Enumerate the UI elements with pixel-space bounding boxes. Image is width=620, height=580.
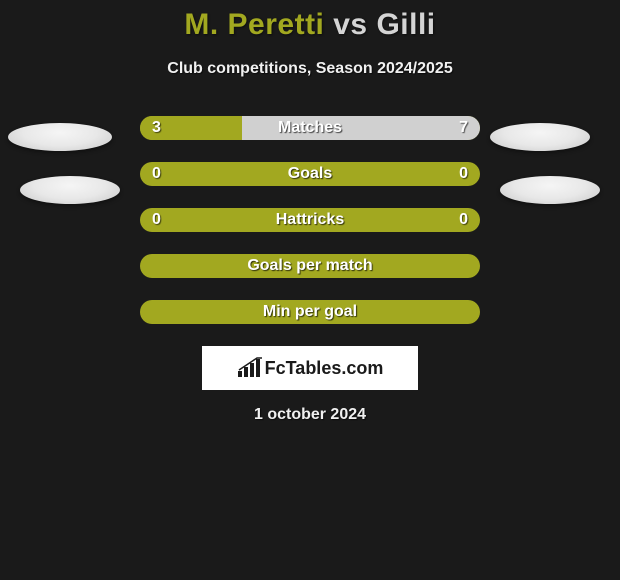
stat-label: Hattricks bbox=[140, 208, 480, 232]
player-marker-ellipse bbox=[500, 176, 600, 204]
page-title: M. Peretti vs Gilli bbox=[0, 8, 620, 42]
player-marker-ellipse bbox=[490, 123, 590, 151]
comparison-card: M. Peretti vs Gilli Club competitions, S… bbox=[0, 0, 620, 424]
subtitle: Club competitions, Season 2024/2025 bbox=[0, 60, 620, 78]
stat-row: Goals per match bbox=[140, 254, 480, 278]
brand-logo-inner: FcTables.com bbox=[237, 357, 384, 379]
stat-row: 00Hattricks bbox=[140, 208, 480, 232]
player1-name: M. Peretti bbox=[184, 8, 324, 41]
stat-label: Goals per match bbox=[140, 254, 480, 278]
date-label: 1 october 2024 bbox=[0, 406, 620, 424]
vs-label: vs bbox=[333, 8, 367, 41]
stat-label: Min per goal bbox=[140, 300, 480, 324]
stat-row: Min per goal bbox=[140, 300, 480, 324]
player2-name: Gilli bbox=[376, 8, 435, 41]
player-marker-ellipse bbox=[20, 176, 120, 204]
brand-text: FcTables.com bbox=[265, 358, 384, 379]
stat-label: Goals bbox=[140, 162, 480, 186]
stat-row: 00Goals bbox=[140, 162, 480, 186]
bars-icon bbox=[237, 357, 263, 379]
stat-row: 37Matches bbox=[140, 116, 480, 140]
stat-label: Matches bbox=[140, 116, 480, 140]
brand-logo[interactable]: FcTables.com bbox=[202, 346, 418, 390]
player-marker-ellipse bbox=[8, 123, 112, 151]
